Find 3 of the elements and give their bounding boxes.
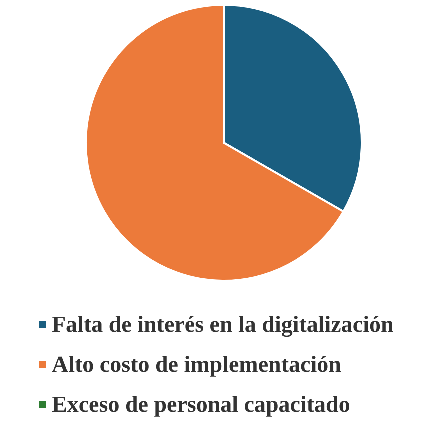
legend-label: Falta de interés en la digitalización [52, 312, 394, 338]
legend-label: Exceso de personal capacitado [52, 392, 350, 417]
legend-label: Alto costo de implementación [52, 352, 342, 377]
